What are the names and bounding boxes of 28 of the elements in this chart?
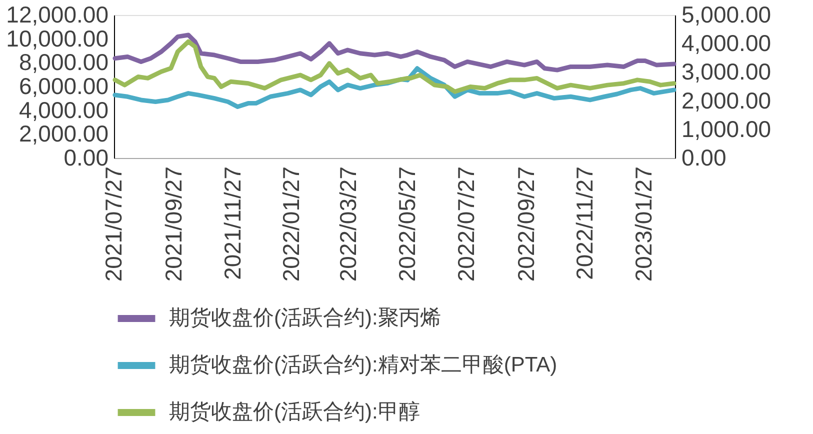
legend-label: 期货收盘价(活跃合约):聚丙烯 bbox=[169, 306, 441, 330]
y-tick-label: 4,000.00 bbox=[18, 96, 108, 123]
y-tick-label: 10,000.00 bbox=[6, 25, 108, 52]
x-tick-label: 2022/09/27 bbox=[512, 166, 539, 282]
y-tick-label: 6,000.00 bbox=[18, 73, 108, 99]
x-tick-label: 2021/07/27 bbox=[100, 166, 126, 282]
x-tick-label: 2022/05/27 bbox=[394, 166, 420, 282]
line-series bbox=[112, 39, 676, 94]
x-tick-label: 2023/01/27 bbox=[630, 166, 657, 282]
x-tick-label: 2021/09/27 bbox=[160, 166, 186, 282]
x-tick-label: 2021/11/27 bbox=[219, 166, 246, 280]
y2-tick-label: 1,000.00 bbox=[682, 116, 772, 142]
y2-tick-label: 0.00 bbox=[682, 144, 726, 170]
y-tick-label: 12,000.00 bbox=[6, 2, 108, 28]
line-series bbox=[112, 66, 676, 110]
y-tick-label: 2,000.00 bbox=[18, 120, 108, 147]
x-tick-label: 2022/07/27 bbox=[452, 166, 479, 282]
y2-tick-label: 2,000.00 bbox=[682, 87, 772, 114]
y-tick-label: 8,000.00 bbox=[18, 49, 108, 76]
legend-label: 期货收盘价(活跃合约):精对苯二甲酸(PTA) bbox=[169, 354, 558, 376]
x-tick-label: 2022/03/27 bbox=[335, 166, 362, 282]
y2-tick-label: 5,000.00 bbox=[682, 2, 772, 28]
y2-tick-label: 4,000.00 bbox=[682, 30, 772, 56]
x-tick-label: 2022/01/27 bbox=[278, 166, 304, 282]
x-tick-label: 2022/11/27 bbox=[572, 166, 598, 280]
legend-label: 期货收盘价(活跃合约):甲醇 bbox=[169, 400, 420, 424]
line-series bbox=[112, 32, 676, 72]
y2-tick-label: 3,000.00 bbox=[682, 58, 772, 85]
